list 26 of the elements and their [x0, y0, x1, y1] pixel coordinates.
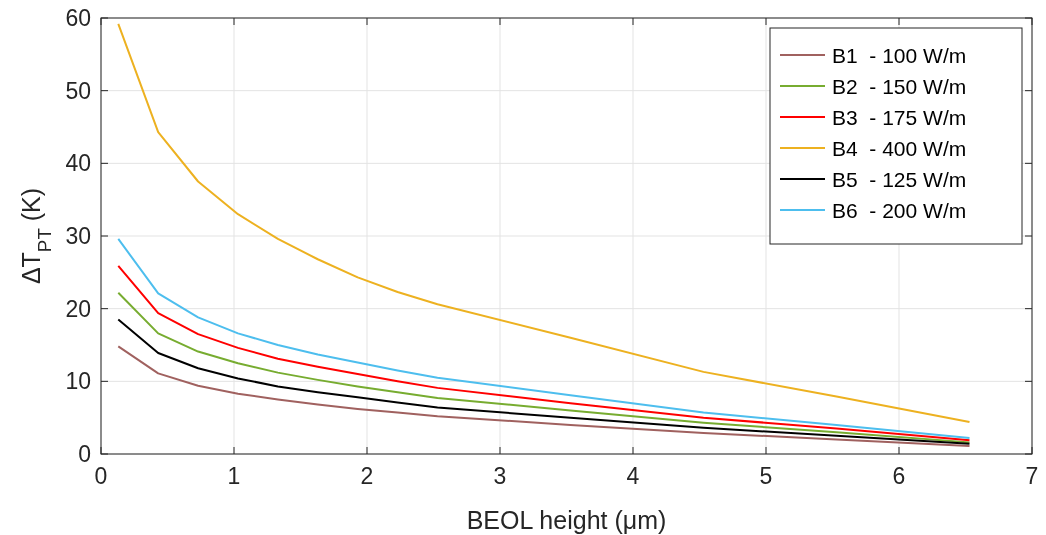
x-tick-label: 3 — [493, 463, 507, 489]
y-tick-label: 20 — [65, 295, 91, 322]
line-series — [117, 318, 971, 445]
x-axis-title: BEOL height (μm) — [466, 506, 667, 534]
y-tick-label: 40 — [65, 150, 91, 177]
x-tick-label: 1 — [227, 463, 241, 489]
x-tick-label: 5 — [759, 463, 773, 489]
x-tick-label: 2 — [360, 463, 374, 489]
line-series — [117, 345, 971, 448]
line-series — [117, 22, 971, 424]
x-tick-label: 0 — [94, 463, 108, 489]
y-tick-label: 30 — [65, 223, 91, 249]
y-tick-label: 50 — [65, 77, 91, 104]
y-tick-label: 0 — [78, 441, 91, 467]
x-tick-label: 6 — [892, 463, 906, 489]
x-tick-label: 7 — [1025, 463, 1039, 489]
y-tick-label: 60 — [65, 5, 91, 31]
x-tick-label: 4 — [626, 463, 640, 489]
y-tick-label: 10 — [65, 368, 91, 395]
legend-label: B2 - 150 W/m — [832, 75, 967, 98]
legend-label: B5 - 125 W/m — [832, 168, 967, 191]
legend-label: B6 - 200 W/m — [832, 199, 967, 222]
legend-label: B4 - 400 W/m — [832, 137, 967, 160]
legend-label: B1 - 100 W/m — [832, 44, 967, 67]
line-series — [117, 291, 971, 444]
legend-label: B3 - 175 W/m — [832, 106, 967, 129]
